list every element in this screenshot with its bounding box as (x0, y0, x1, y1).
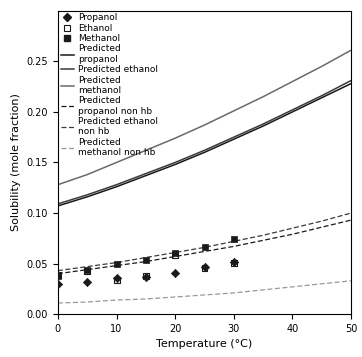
Point (231, 259, 237, 265)
Point (143, 257, 149, 262)
Point (143, 274, 149, 280)
Point (114, 261, 119, 266)
Point (84, 279, 90, 285)
Y-axis label: Solubility (mole fraction): Solubility (mole fraction) (11, 94, 21, 231)
Point (202, 265, 207, 271)
Legend: Propanol, Ethanol, Methanol, Predicted
propanol, Predicted ethanol, Predicted
me: Propanol, Ethanol, Methanol, Predicted p… (60, 12, 159, 158)
Point (55, 273, 61, 278)
Point (55, 272, 61, 278)
Point (114, 277, 119, 283)
Point (84, 268, 90, 273)
Point (143, 273, 149, 278)
Point (55, 281, 61, 287)
Point (172, 253, 178, 258)
Point (172, 270, 178, 276)
Point (231, 236, 237, 242)
Point (114, 275, 119, 281)
Point (202, 245, 207, 250)
Point (202, 264, 207, 270)
X-axis label: Temperature (°C): Temperature (°C) (156, 340, 253, 350)
Point (84, 267, 90, 272)
Point (172, 251, 178, 256)
Point (231, 260, 237, 266)
